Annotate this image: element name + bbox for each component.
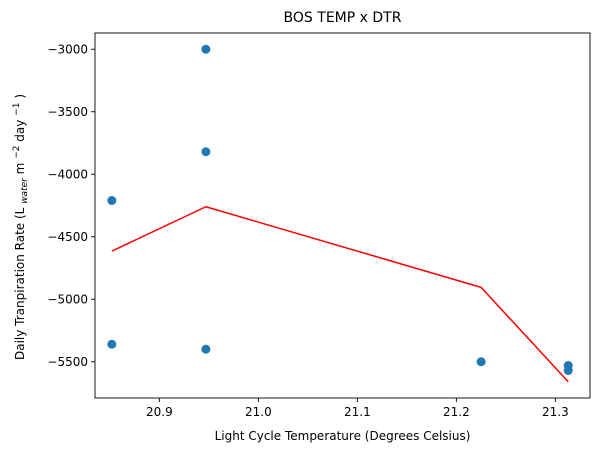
x-tick-label-2: 21.1 (344, 405, 371, 419)
y-axis: −3000 −3500 −4000 −4500 −5000 −5500 (47, 42, 95, 369)
y-tick-label-5: −5500 (47, 355, 88, 369)
y-label-unit-day: day (13, 120, 27, 142)
y-tick-label-1: −3500 (47, 105, 88, 119)
y-label-superscript-2: −1 (12, 103, 22, 116)
y-axis-label: Daily Tranpiration Rate (L water m −2 da… (8, 94, 30, 360)
data-point-4 (201, 344, 211, 354)
x-tick-label-1: 21.0 (245, 405, 272, 419)
y-tick-label-2: −4000 (47, 167, 88, 181)
axes-frame (94, 32, 591, 399)
y-tick-label-0: −3000 (47, 42, 88, 56)
data-point-5 (476, 357, 486, 367)
y-label-superscript-1: −2 (12, 146, 22, 159)
trend-line (111, 206, 569, 383)
data-point-3 (201, 147, 211, 157)
x-axis: 20.9 21.0 21.1 21.2 21.3 (146, 398, 569, 419)
scatter-points (107, 44, 573, 375)
data-point-1 (107, 339, 117, 349)
data-point-2 (201, 44, 211, 54)
y-label-subscript: water (20, 177, 30, 204)
y-label-suffix: ) (13, 94, 27, 99)
x-axis-label: Light Cycle Temperature (Degrees Celsius… (215, 429, 471, 443)
chart-title: BOS TEMP x DTR (284, 10, 402, 26)
data-point-7 (563, 366, 573, 375)
y-tick-label-3: −4500 (47, 230, 88, 244)
y-label-prefix: Daily Tranpiration Rate (L (13, 207, 27, 360)
x-tick-label-0: 20.9 (146, 405, 173, 419)
x-tick-label-4: 21.3 (542, 405, 569, 419)
y-tick-label-4: −5000 (47, 292, 88, 306)
plot-area: 20.9 21.0 21.1 21.2 21.3 −3000 −3500 −4000 −450… (47, 32, 591, 419)
y-label-unit-m: m (13, 163, 27, 175)
x-tick-label-3: 21.2 (443, 405, 470, 419)
data-point-0 (107, 196, 117, 205)
